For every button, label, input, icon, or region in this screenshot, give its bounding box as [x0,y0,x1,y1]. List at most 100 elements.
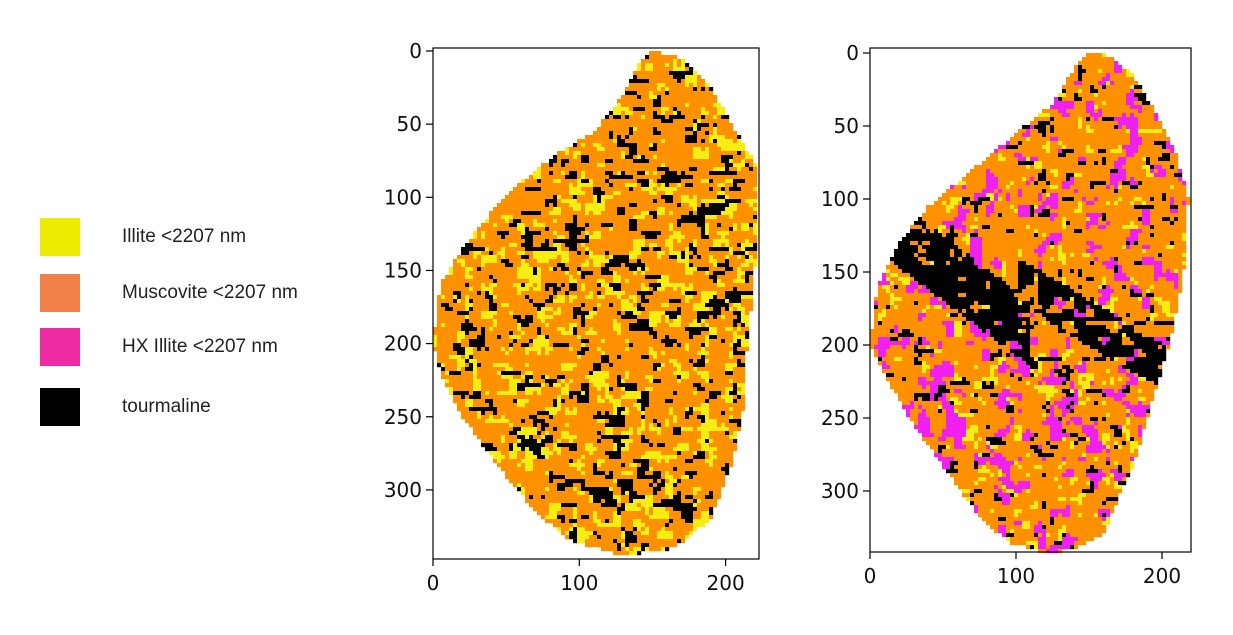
map-pixel-muscovite [585,327,590,332]
map-pixel-illite [541,307,546,312]
map-pixel-muscovite [661,335,666,340]
map-pixel-muscovite [477,323,482,328]
map-pixel-muscovite [657,267,662,272]
map-pixel-muscovite [557,303,562,308]
map-pixel-muscovite [441,311,446,316]
map-pixel-muscovite [521,391,526,396]
map-pixel-muscovite [749,171,754,176]
map-pixel-muscovite [541,275,546,280]
map-pixel-illite [741,147,746,152]
map-pixel-muscovite [685,99,690,104]
map-pixel-muscovite [653,295,658,300]
map-pixel-muscovite [501,355,506,360]
map-pixel-tourmaline [665,171,670,176]
map-pixel-muscovite [481,371,486,376]
map-pixel-illite [669,359,674,364]
map-pixel-muscovite [649,259,654,264]
map-pixel-muscovite [681,203,686,208]
map-pixel-muscovite [677,151,682,156]
map-pixel-illite [729,203,734,208]
map-pixel-muscovite [657,339,662,344]
map-pixel-muscovite [621,239,626,244]
map-pixel-muscovite [525,359,530,364]
map-pixel-muscovite [569,371,574,376]
map-pixel-muscovite [493,291,498,296]
map-pixel-muscovite [485,351,490,356]
map-pixel-muscovite [537,295,542,300]
map-pixel-illite [513,283,518,288]
map-pixel-tourmaline [669,171,674,176]
map-pixel-tourmaline [617,375,622,380]
map-pixel-illite [581,263,586,268]
map-pixel-muscovite [465,279,470,284]
map-pixel-muscovite [653,327,658,332]
map-pixel-muscovite [569,195,574,200]
map-pixel-muscovite [677,211,682,216]
map-pixel-illite [585,231,590,236]
map-pixel-tourmaline [565,223,570,228]
map-pixel-tourmaline [717,171,722,176]
map-pixel-illite [661,211,666,216]
map-pixel-muscovite [709,143,714,148]
map-pixel-tourmaline [577,251,582,256]
map-pixel-illite [617,327,622,332]
map-pixel-tourmaline [621,207,626,212]
map-pixel-muscovite [637,219,642,224]
map-pixel-muscovite [585,343,590,348]
map-pixel-muscovite [597,131,602,136]
map-pixel-muscovite [525,307,530,312]
map-pixel-tourmaline [657,231,662,236]
map-pixel-muscovite [513,227,518,232]
map-pixel-muscovite [661,371,666,376]
map-pixel-muscovite [521,199,526,204]
map-pixel-illite [705,83,710,88]
map-pixel-muscovite [517,367,522,372]
map-pixel-illite [585,263,590,268]
map-pixel-illite [569,327,574,332]
map-pixel-illite [589,379,594,384]
map-pixel-tourmaline [677,223,682,228]
map-pixel-tourmaline [517,315,522,320]
map-pixel-muscovite [717,151,722,156]
map-pixel-muscovite [625,131,630,136]
map-pixel-muscovite [669,67,674,72]
map-pixel-muscovite [645,243,650,248]
map-pixel-illite [505,219,510,224]
map-pixel-muscovite [669,111,674,116]
map-pixel-muscovite [477,259,482,264]
map-pixel-muscovite [457,379,462,384]
map-pixel-tourmaline [713,307,718,312]
map-pixel-muscovite [653,359,658,364]
map-pixel-muscovite [633,115,638,120]
map-pixel-tourmaline [633,387,638,392]
map-pixel-illite [705,291,710,296]
map-pixel-muscovite [629,335,634,340]
map-pixel-tourmaline [669,339,674,344]
map-pixel-muscovite [589,239,594,244]
map-pixel-tourmaline [709,203,714,208]
map-pixel-muscovite [641,175,646,180]
map-pixel-tourmaline [465,367,470,372]
map-pixel-muscovite [537,203,542,208]
map-pixel-muscovite [709,107,714,112]
map-pixel-muscovite [605,243,610,248]
map-pixel-muscovite [469,255,474,260]
map-pixel-muscovite [645,123,650,128]
map-pixel-muscovite [501,327,506,332]
map-pixel-muscovite [629,259,634,264]
map-pixel-tourmaline [549,163,554,168]
map-pixel-tourmaline [529,299,534,304]
map-pixel-muscovite [497,311,502,316]
map-pixel-tourmaline [657,275,662,280]
map-pixel-muscovite [537,299,542,304]
map-pixel-muscovite [681,323,686,328]
map-pixel-tourmaline [465,327,470,332]
map-pixel-illite [649,375,654,380]
map-pixel-muscovite [681,127,686,132]
map-pixel-muscovite [501,335,506,340]
map-pixel-muscovite [601,151,606,156]
map-pixel-muscovite [721,275,726,280]
map-pixel-muscovite [689,159,694,164]
map-pixel-muscovite [637,123,642,128]
map-pixel-muscovite [505,291,510,296]
